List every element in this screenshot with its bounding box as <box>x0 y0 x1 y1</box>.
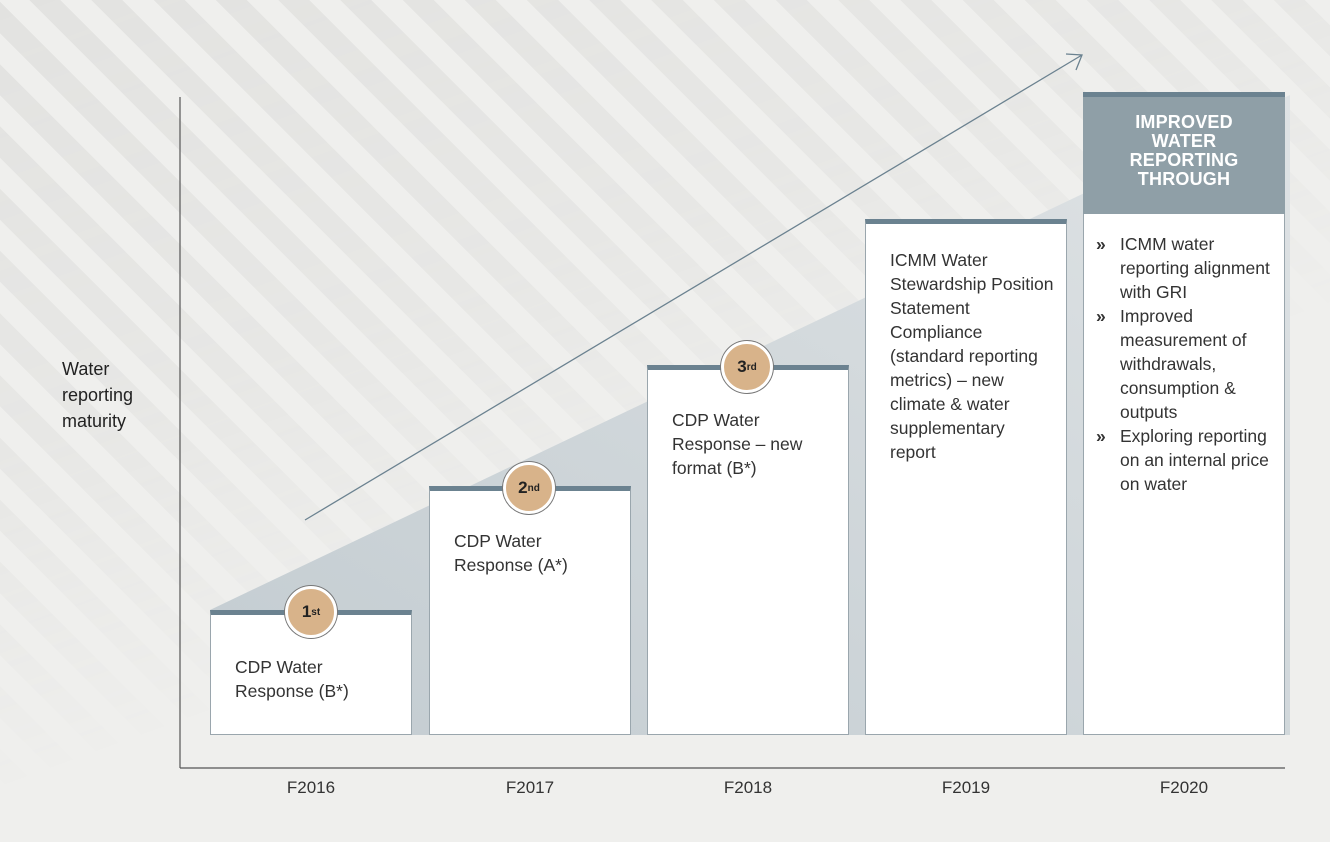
trend-arrow <box>304 54 1083 521</box>
rank: 3 <box>737 357 747 376</box>
arrow-head <box>1065 53 1083 71</box>
year-label: F2016 <box>286 778 336 797</box>
y-axis-label: Water reporting maturity <box>62 359 134 431</box>
step-box: ICMM water reporting alignment with GRI … <box>1083 210 1285 735</box>
step-text: ICMM Water Stewardship Position Statemen… <box>890 250 1054 462</box>
step-text: CDP Water Response – new format (B*) <box>672 410 803 478</box>
year-label: F2018 <box>723 778 773 797</box>
bullet-list: ICMM water reporting alignment with GRI … <box>1096 232 1272 496</box>
step-text: CDP Water Response (B*) <box>235 657 349 701</box>
bullet: ICMM water reporting alignment with GRI <box>1096 232 1272 304</box>
rank-suffix: nd <box>527 482 540 494</box>
column-header: IMPROVED WATER REPORTING THROUGH <box>1083 92 1285 214</box>
step-box: CDP Water Response – new format (B*) <box>647 365 849 735</box>
bullet: Improved measurement of withdrawals, con… <box>1096 304 1272 424</box>
rank-suffix: rd <box>746 361 757 373</box>
year-label: F2017 <box>505 778 555 797</box>
step-box: CDP Water Response (A*) <box>429 486 631 735</box>
step-box: CDP Water Response (B*) <box>210 610 412 735</box>
step-box: ICMM Water Stewardship Position Statemen… <box>865 219 1067 735</box>
year-label: F2019 <box>941 778 991 797</box>
step-text: CDP Water Response (A*) <box>454 531 568 575</box>
rank: 1 <box>301 602 312 621</box>
bullet: Exploring reporting on an internal price… <box>1096 424 1272 496</box>
rank-suffix: st <box>311 606 321 618</box>
year-label: F2020 <box>1159 778 1209 797</box>
rank: 2 <box>518 478 528 497</box>
